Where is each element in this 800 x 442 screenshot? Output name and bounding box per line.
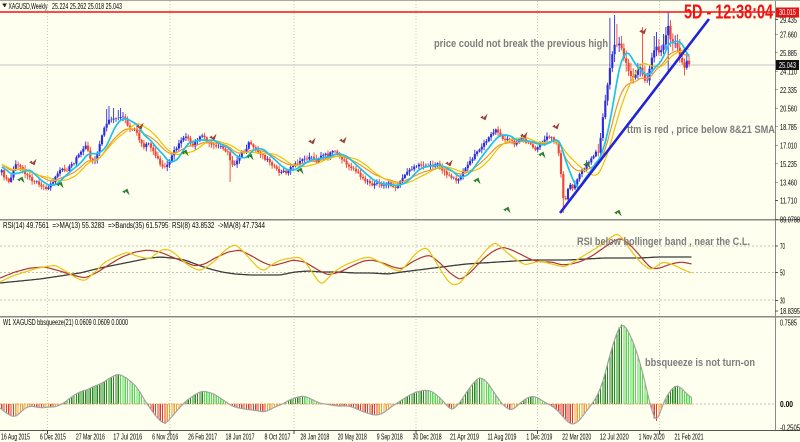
- svg-text:20.560: 20.560: [780, 103, 797, 113]
- svg-text:8 Oct 2017: 8 Oct 2017: [264, 432, 290, 442]
- svg-text:XAGUSD,Weekly: XAGUSD,Weekly: [9, 1, 48, 11]
- svg-text:22 Mar 2020: 22 Mar 2020: [562, 432, 591, 442]
- svg-text:70: 70: [780, 241, 785, 251]
- svg-text:1 Nov 2020: 1 Nov 2020: [639, 432, 665, 442]
- svg-text:22.335: 22.335: [780, 85, 797, 95]
- svg-text:18.785: 18.785: [780, 122, 797, 132]
- svg-text:28 Jan 2018: 28 Jan 2018: [300, 432, 329, 442]
- svg-text:11 Aug 2019: 11 Aug 2019: [487, 432, 516, 442]
- svg-text:25.043: 25.043: [779, 61, 796, 70]
- svg-text:20 May 2018: 20 May 2018: [338, 432, 367, 442]
- svg-text:-0.2505: -0.2505: [780, 423, 800, 433]
- svg-text:W1 XAGUSD bbsqueeze(21) 0.0609: W1 XAGUSD bbsqueeze(21) 0.0609 0.0609 0.…: [3, 317, 128, 327]
- svg-text:24.110: 24.110: [780, 66, 797, 76]
- svg-text:21 Feb 2021: 21 Feb 2021: [675, 432, 704, 442]
- svg-text:0.7585: 0.7585: [780, 318, 797, 328]
- svg-text:11.710: 11.710: [780, 196, 797, 206]
- svg-text:price could not break the prev: price could not break the previous high: [434, 38, 608, 50]
- svg-text:17.010: 17.010: [780, 140, 797, 150]
- svg-text:1 Dec 2019: 1 Dec 2019: [526, 432, 552, 442]
- svg-text:17 Jul 2016: 17 Jul 2016: [113, 432, 142, 442]
- svg-text:RSI below bollinger band , nea: RSI below bollinger band , near the C.L.: [577, 236, 750, 248]
- svg-text:27.660: 27.660: [780, 29, 797, 39]
- svg-text:30.015: 30.015: [779, 8, 796, 17]
- svg-text:0.00: 0.00: [780, 399, 793, 409]
- svg-text:18.8395: 18.8395: [780, 306, 800, 316]
- svg-text:21 Apr 2019: 21 Apr 2019: [450, 432, 479, 442]
- svg-text:25.885: 25.885: [780, 48, 797, 58]
- svg-text:6 Nov 2016: 6 Nov 2016: [152, 432, 178, 442]
- svg-text:25.224 25.262 25.018 25.043: 25.224 25.262 25.018 25.043: [52, 1, 122, 11]
- svg-text:29.435: 29.435: [780, 15, 797, 25]
- svg-text:89.0788: 89.0788: [780, 215, 800, 225]
- svg-text:50: 50: [780, 268, 785, 278]
- svg-text:bbsqueeze is not turn-on: bbsqueeze is not turn-on: [645, 357, 755, 369]
- svg-text:15.235: 15.235: [780, 159, 797, 169]
- svg-text:27 Mar 2016: 27 Mar 2016: [76, 432, 105, 442]
- svg-text:30: 30: [780, 296, 785, 306]
- svg-text:18 Jun 2017: 18 Jun 2017: [226, 432, 255, 442]
- svg-text:RSI(14) 49.7561 =>MA(13) 55.3: RSI(14) 49.7561 =>MA(13) 55.3283 =>Bands…: [3, 220, 265, 230]
- svg-text:9 Sep 2018: 9 Sep 2018: [377, 432, 403, 442]
- svg-text:ttm is red , price below 8&21: ttm is red , price below 8&21 SMA: [627, 124, 775, 136]
- svg-text:26 Feb 2017: 26 Feb 2017: [188, 432, 217, 442]
- svg-text:5D - 12:38:04: 5D - 12:38:04: [684, 2, 774, 24]
- svg-text:12 Jul 2020: 12 Jul 2020: [600, 432, 629, 442]
- svg-text:30 Dec 2018: 30 Dec 2018: [413, 432, 442, 442]
- svg-text:16 Aug 2015: 16 Aug 2015: [1, 432, 30, 442]
- svg-text:6 Dec 2015: 6 Dec 2015: [40, 432, 66, 442]
- svg-text:13.460: 13.460: [780, 177, 797, 187]
